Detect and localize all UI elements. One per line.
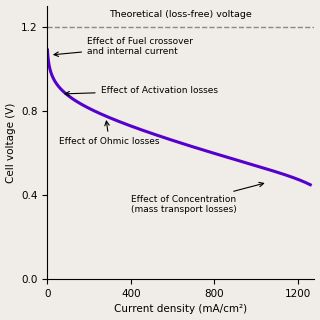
Y-axis label: Cell voltage (V): Cell voltage (V) <box>5 102 16 182</box>
Text: Theoretical (loss-free) voltage: Theoretical (loss-free) voltage <box>109 10 252 19</box>
Text: Effect of Concentration
(mass transport losses): Effect of Concentration (mass transport … <box>131 182 264 214</box>
Text: Effect of Ohmic losses: Effect of Ohmic losses <box>59 121 159 146</box>
Text: Effect of Fuel crossover
and internal current: Effect of Fuel crossover and internal cu… <box>54 37 193 56</box>
Text: Effect of Activation losses: Effect of Activation losses <box>65 86 218 96</box>
X-axis label: Current density (mA/cm²): Current density (mA/cm²) <box>114 304 247 315</box>
